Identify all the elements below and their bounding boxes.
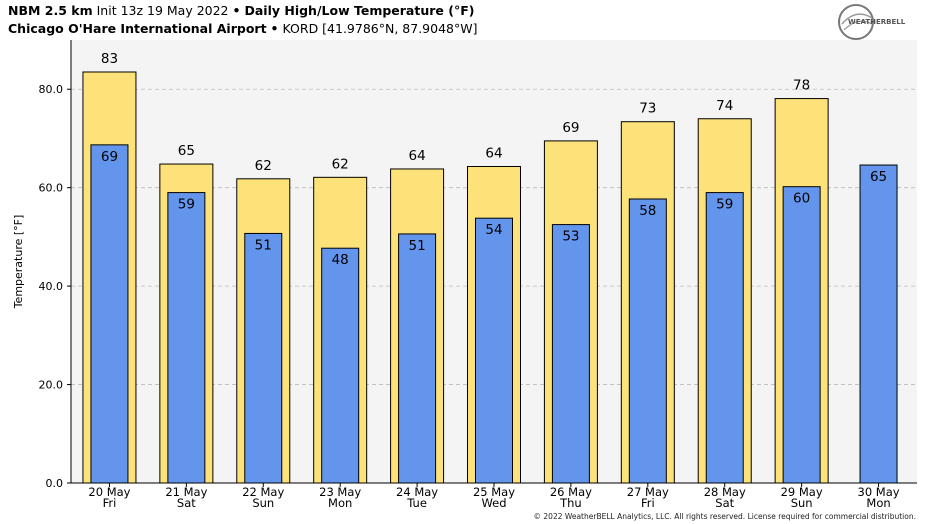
low-temp-bar <box>705 192 744 484</box>
low-temp-label: 58 <box>639 203 656 219</box>
x-tick-label-date: 28 May <box>704 485 746 499</box>
x-tick-label-day: Fri <box>103 496 117 510</box>
high-temp-label: 78 <box>793 78 810 94</box>
low-temp-label: 65 <box>870 169 887 185</box>
low-temp-label: 54 <box>485 222 502 238</box>
low-temp-bar <box>551 224 590 484</box>
x-tick-label-day: Sat <box>177 496 196 510</box>
low-temp-label: 48 <box>332 252 349 268</box>
x-tick-label-day: Sun <box>252 496 274 510</box>
init-time: Init 13z 19 May 2022 <box>96 3 229 18</box>
low-temp-bar <box>244 232 283 484</box>
x-tick-label-day: Mon <box>328 496 352 510</box>
weatherbell-logo: WEATHERBELL <box>832 2 920 42</box>
x-tick-label-date: 25 May <box>473 485 515 499</box>
high-temp-label: 62 <box>255 158 272 174</box>
y-tick-label: 40.0 <box>39 280 64 293</box>
y-axis-label: Temperature [°F] <box>12 215 25 310</box>
logo-text: WEATHERBELL <box>848 18 906 26</box>
x-tick-label-date: 23 May <box>319 485 361 499</box>
x-tick-label-date: 26 May <box>550 485 592 499</box>
header-line-1: NBM 2.5 km Init 13z 19 May 2022 • Daily … <box>8 2 477 20</box>
low-temp-bar <box>167 192 206 484</box>
low-temp-label: 51 <box>255 237 272 253</box>
high-temp-label: 62 <box>332 156 349 172</box>
x-tick-label-date: 24 May <box>396 485 438 499</box>
y-tick-label: 60.0 <box>39 182 64 195</box>
low-temp-bar <box>321 247 360 484</box>
low-temp-label: 59 <box>178 197 195 213</box>
y-tick-label: 0.0 <box>46 477 64 490</box>
low-temp-label: 53 <box>562 229 579 245</box>
high-temp-label: 69 <box>562 120 579 136</box>
high-temp-label: 65 <box>178 143 195 159</box>
station-info: KORD [41.9786°N, 87.9048°W] <box>282 21 478 36</box>
x-tick-label-date: 22 May <box>242 485 284 499</box>
x-tick-label-date: 29 May <box>781 485 823 499</box>
low-temp-label: 69 <box>101 149 118 165</box>
chart-header: NBM 2.5 km Init 13z 19 May 2022 • Daily … <box>8 2 477 38</box>
location-name: Chicago O'Hare International Airport <box>8 21 267 36</box>
copyright-notice: © 2022 WeatherBELL Analytics, LLC. All r… <box>533 512 916 521</box>
y-tick-label: 20.0 <box>39 379 64 392</box>
low-temp-label: 51 <box>408 238 425 254</box>
separator: • <box>232 3 241 18</box>
x-tick-label-day: Sat <box>715 496 734 510</box>
x-tick-label-day: Wed <box>481 496 506 510</box>
high-temp-label: 83 <box>101 51 118 67</box>
low-temp-bar <box>628 198 667 484</box>
x-tick-label-day: Sun <box>791 496 813 510</box>
x-tick-label-date: 20 May <box>88 485 130 499</box>
high-temp-label: 64 <box>485 146 502 162</box>
x-tick-label-date: 21 May <box>165 485 207 499</box>
high-temp-label: 74 <box>716 98 733 114</box>
low-temp-bar <box>475 217 513 484</box>
model-name: NBM 2.5 km <box>8 3 93 18</box>
x-tick-label-date: 27 May <box>627 485 669 499</box>
separator: • <box>270 21 279 36</box>
x-tick-label-day: Mon <box>866 496 890 510</box>
product-title: Daily High/Low Temperature (°F) <box>244 3 475 18</box>
low-temp-bar <box>90 144 129 484</box>
high-temp-label: 64 <box>408 148 425 164</box>
low-temp-label: 60 <box>793 191 810 207</box>
x-tick-label-day: Fri <box>641 496 655 510</box>
high-temp-label: 73 <box>639 101 656 117</box>
x-tick-label-day: Tue <box>406 496 427 510</box>
y-tick-label: 80.0 <box>39 83 64 96</box>
low-temp-bar <box>782 186 821 484</box>
header-line-2: Chicago O'Hare International Airport • K… <box>8 20 477 38</box>
low-temp-label: 59 <box>716 197 733 213</box>
x-tick-label-day: Thu <box>559 496 582 510</box>
low-temp-bar <box>859 164 898 484</box>
x-tick-label-date: 30 May <box>858 485 900 499</box>
low-temp-bar <box>398 233 437 484</box>
